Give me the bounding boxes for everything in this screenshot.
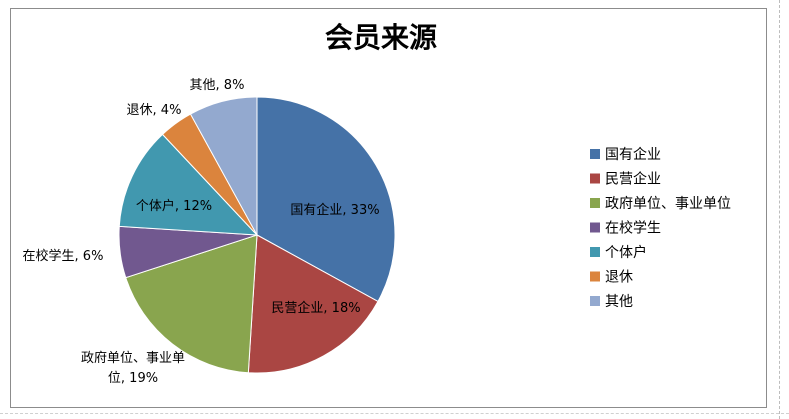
pie-slice-5 — [118, 133, 259, 236]
legend-label-2: 民营企业 — [605, 171, 661, 188]
data-label-line: 国有企业, 33% — [290, 202, 379, 218]
data-label-line: 位, 19% — [108, 371, 158, 386]
legend-label-1: 国有企业 — [605, 146, 661, 163]
data-label-2: 民营企业, 18% — [271, 300, 360, 316]
legend-label-3: 政府单位、事业单位 — [605, 196, 731, 212]
legend-swatch-1 — [590, 149, 600, 159]
pie-slice-2 — [247, 234, 379, 374]
legend-label-6: 退休 — [605, 270, 633, 286]
data-label-6: 退休, 4% — [127, 103, 182, 118]
data-label-line: 民营企业, 18% — [271, 300, 360, 316]
legend-swatch-7 — [590, 296, 600, 306]
legend-swatch-2 — [590, 173, 600, 184]
data-label-5: 个体户, 12% — [136, 198, 212, 214]
data-label-line: 在校学生, 6% — [23, 248, 104, 264]
data-label-1: 国有企业, 33% — [290, 202, 379, 218]
data-label-line: 个体户, 12% — [136, 198, 212, 214]
data-label-3: 政府单位、事业单位, 19% — [81, 351, 185, 386]
chart-title: 会员来源 — [325, 21, 437, 54]
pie-slice-7 — [189, 96, 258, 236]
pie-slice-1 — [256, 96, 396, 303]
data-label-7: 其他, 8% — [190, 78, 245, 93]
legend-label-7: 其他 — [605, 294, 633, 310]
window-edge — [779, 0, 781, 419]
pie-slices — [118, 96, 396, 374]
data-label-line: 退休, 4% — [127, 103, 182, 118]
pie-slice-3 — [125, 234, 258, 374]
legend-swatch-3 — [590, 198, 600, 208]
data-labels: 国有企业, 33% 民营企业, 18% 政府单位、事业单位, 19% 在校学生, 6%… — [23, 78, 380, 386]
legend-label-5: 个体户 — [605, 244, 647, 261]
window-bottom-edge — [0, 413, 789, 415]
legend-swatch-5 — [590, 247, 600, 257]
legend-swatch-4 — [590, 222, 600, 233]
legend-swatch-6 — [590, 271, 600, 282]
legend-label-4: 在校学生 — [605, 220, 661, 237]
data-label-line: 其他, 8% — [190, 78, 245, 93]
data-label-line: 政府单位、事业单 — [81, 351, 185, 366]
data-label-4: 在校学生, 6% — [23, 248, 104, 264]
